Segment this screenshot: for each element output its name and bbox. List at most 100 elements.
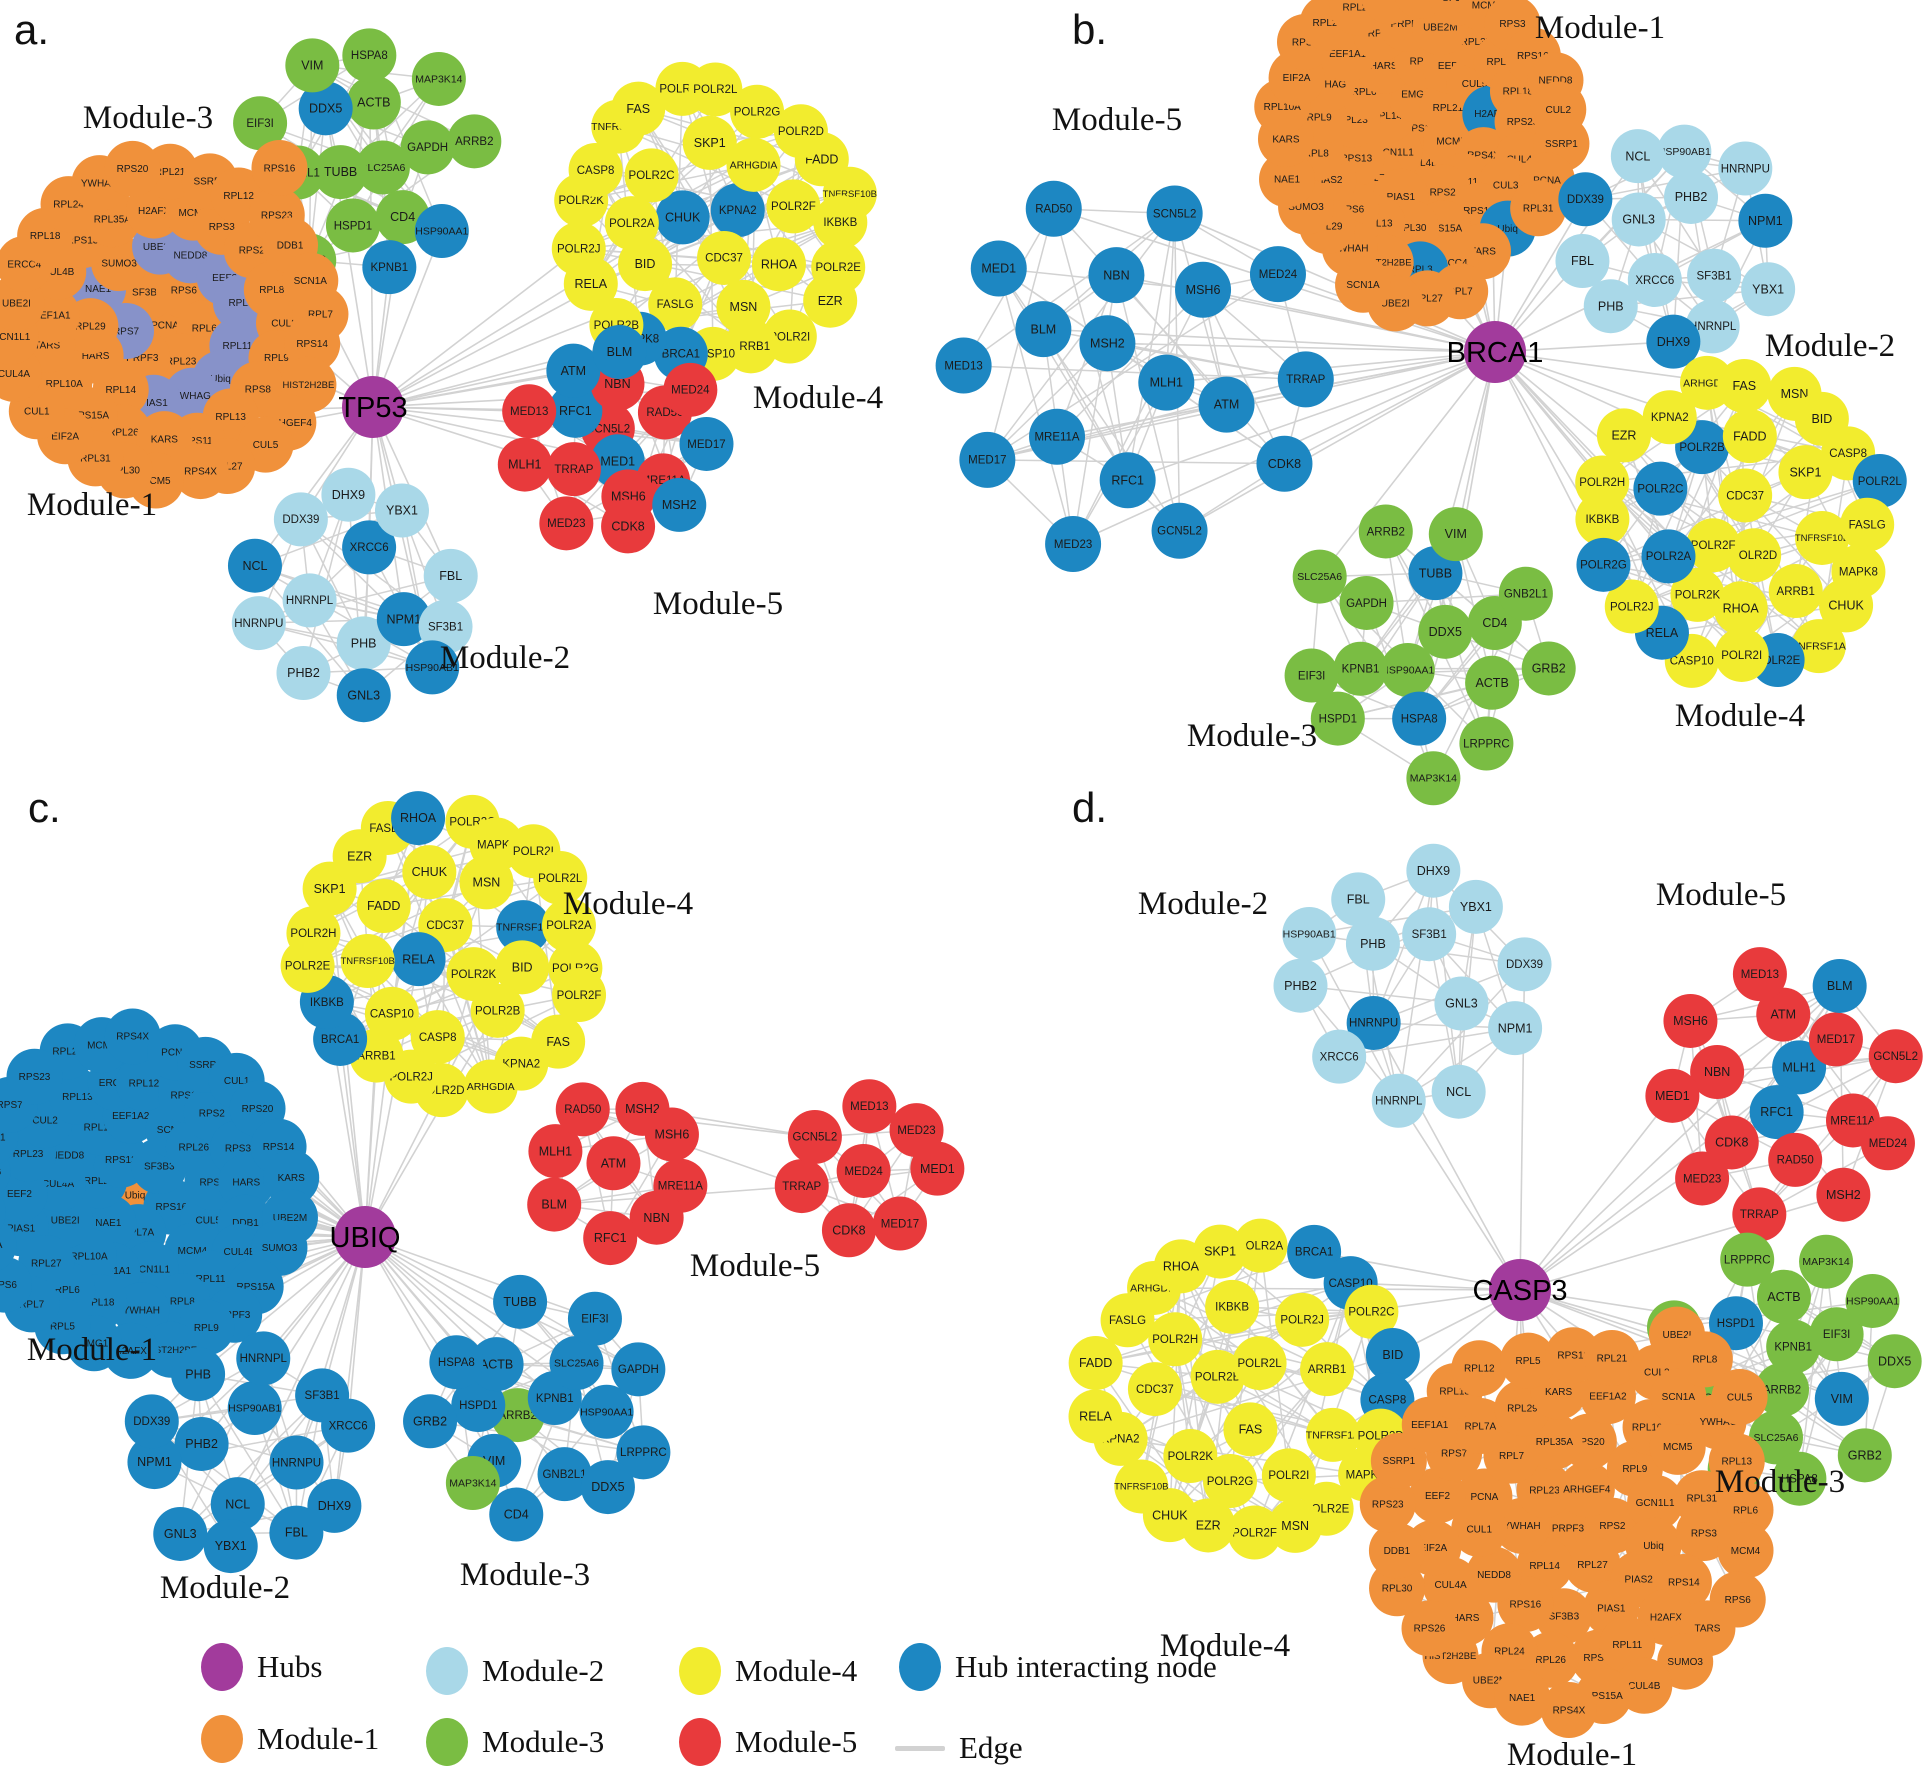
node-circle[interactable] — [153, 1506, 208, 1561]
node-circle[interactable] — [1029, 408, 1086, 465]
node-circle[interactable] — [1633, 461, 1688, 516]
node-circle[interactable] — [1418, 604, 1473, 659]
node-circle[interactable] — [203, 1519, 258, 1574]
node-TNFRSF10B[interactable]: TNFRSF10B — [1114, 1459, 1169, 1514]
node-HNRNPU[interactable]: HNRNPU — [269, 1435, 324, 1490]
node-circle[interactable] — [1713, 581, 1768, 636]
node-circle[interactable] — [1675, 1151, 1730, 1206]
node-circle[interactable] — [551, 221, 606, 276]
node-MLH1[interactable]: MLH1 — [1138, 354, 1195, 411]
node-HSP90AB1[interactable]: HSP90AB1 — [1657, 124, 1712, 179]
node-circle[interactable] — [624, 148, 679, 203]
node-circle[interactable] — [842, 1079, 897, 1134]
node-DDX39[interactable]: DDX39 — [124, 1394, 179, 1449]
node-circle[interactable] — [1645, 1068, 1700, 1123]
node-circle[interactable] — [1627, 252, 1682, 307]
node-GNL3[interactable]: GNL3 — [336, 668, 391, 723]
node-circle[interactable] — [1146, 185, 1203, 242]
node-circle[interactable] — [1358, 504, 1413, 559]
node-ARRB2[interactable]: ARRB2 — [447, 114, 502, 169]
node-GNL3[interactable]: GNL3 — [153, 1506, 208, 1561]
node-YBX1[interactable]: YBX1 — [203, 1519, 258, 1574]
node-circle[interactable] — [325, 198, 380, 253]
node-ARHGDIA[interactable]: ARHGDIA — [726, 137, 781, 192]
node-MED13[interactable]: MED13 — [502, 384, 557, 439]
node-circle[interactable] — [611, 81, 666, 136]
node-circle[interactable] — [403, 1394, 458, 1449]
node-circle[interactable] — [555, 1082, 610, 1137]
node-KPNB1[interactable]: KPNB1 — [362, 240, 417, 295]
node-BLM[interactable]: BLM — [527, 1177, 582, 1232]
hub-circle[interactable] — [1464, 321, 1526, 383]
node-GRB2[interactable]: GRB2 — [1521, 641, 1576, 696]
node-NCL[interactable]: NCL — [1431, 1064, 1486, 1119]
node-circle[interactable] — [1466, 1546, 1523, 1603]
node-circle[interactable] — [1575, 455, 1630, 510]
node-CDC37[interactable]: CDC37 — [1718, 468, 1773, 523]
node-FBL[interactable]: FBL — [1331, 872, 1386, 927]
node-MED1[interactable]: MED1 — [1645, 1068, 1700, 1123]
node-TRRAP[interactable]: TRRAP — [1277, 351, 1334, 408]
node-circle[interactable] — [497, 437, 552, 492]
node-DDX39[interactable]: DDX39 — [273, 492, 328, 547]
node-MED1[interactable]: MED1 — [910, 1141, 965, 1196]
node-circle[interactable] — [774, 1159, 829, 1214]
node-circle[interactable] — [276, 646, 331, 701]
node-HNRNPL[interactable]: HNRNPL — [1371, 1073, 1426, 1128]
node-MED13[interactable]: MED13 — [842, 1079, 897, 1134]
node-circle[interactable] — [410, 1010, 465, 1065]
node-circle[interactable] — [1664, 169, 1719, 224]
node-MRE11A[interactable]: MRE11A — [1029, 408, 1086, 465]
node-circle[interactable] — [251, 139, 308, 196]
node-circle[interactable] — [1451, 1340, 1508, 1397]
node-circle[interactable] — [1778, 445, 1833, 500]
node-HSPA8[interactable]: HSPA8 — [1392, 691, 1447, 746]
node-circle[interactable] — [321, 467, 376, 522]
node-CD4[interactable]: CD4 — [489, 1487, 544, 1542]
node-circle[interactable] — [697, 230, 752, 285]
node-RFC1[interactable]: RFC1 — [1749, 1085, 1804, 1140]
node-circle[interactable] — [236, 1331, 291, 1386]
node-GCN5L2[interactable]: GCN5L2 — [787, 1109, 842, 1164]
node-circle[interactable] — [423, 548, 478, 603]
node-circle[interactable] — [1657, 1633, 1714, 1690]
node-POLR2A[interactable]: POLR2A — [1641, 529, 1696, 584]
node-RELA[interactable]: RELA — [391, 932, 446, 987]
node-circle[interactable] — [1756, 987, 1811, 1042]
node-circle[interactable] — [1687, 248, 1742, 303]
node-circle[interactable] — [233, 96, 288, 151]
node-MAP3K14[interactable]: MAP3K14 — [411, 51, 466, 106]
node-circle[interactable] — [1406, 843, 1461, 898]
node-RPL31[interactable]: RPL31 — [1510, 180, 1567, 237]
node-circle[interactable] — [1768, 1132, 1823, 1187]
node-CDC37[interactable]: CDC37 — [697, 230, 752, 285]
node-POLR2I[interactable]: POLR2I — [1714, 627, 1769, 682]
node-circle[interactable] — [227, 538, 282, 593]
node-circle[interactable] — [1233, 1218, 1288, 1273]
node-EIF3I[interactable]: EIF3I — [567, 1291, 622, 1346]
node-circle[interactable] — [1261, 1448, 1316, 1503]
node-PHB2[interactable]: PHB2 — [276, 646, 331, 701]
node-circle[interactable] — [104, 1008, 161, 1065]
node-circle[interactable] — [533, 850, 588, 905]
node-EIF3I[interactable]: EIF3I — [1284, 648, 1339, 703]
node-RPS23[interactable]: RPS23 — [6, 1048, 63, 1105]
node-circle[interactable] — [355, 140, 410, 195]
node-circle[interactable] — [1766, 1319, 1821, 1374]
node-circle[interactable] — [1727, 528, 1782, 583]
node-circle[interactable] — [1558, 1461, 1615, 1518]
node-circle[interactable] — [1284, 648, 1339, 703]
node-TRRAP[interactable]: TRRAP — [774, 1159, 829, 1214]
node-POLR2F[interactable]: POLR2F — [552, 968, 607, 1023]
node-MAP3K14[interactable]: MAP3K14 — [1799, 1234, 1854, 1289]
node-ATM[interactable]: ATM — [586, 1136, 641, 1191]
node-circle[interactable] — [751, 237, 806, 292]
node-circle[interactable] — [1339, 575, 1394, 630]
node-circle[interactable] — [1335, 256, 1392, 313]
node-circle[interactable] — [227, 1381, 282, 1436]
node-RAD50[interactable]: RAD50 — [1025, 180, 1082, 237]
node-circle[interactable] — [541, 898, 596, 953]
node-circle[interactable] — [1686, 518, 1741, 573]
node-circle[interactable] — [586, 1136, 641, 1191]
node-NAE1[interactable]: NAE1 — [1494, 1669, 1551, 1726]
